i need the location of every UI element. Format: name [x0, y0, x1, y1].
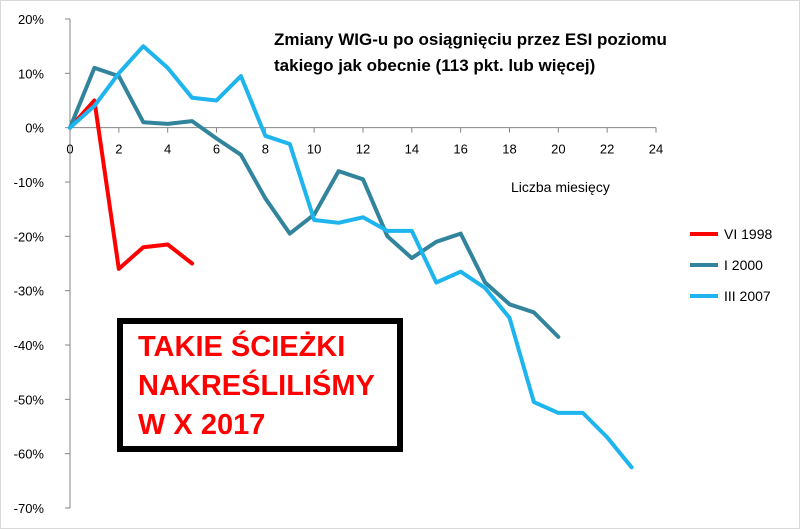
y-tick-label: 20% — [18, 12, 44, 27]
annotation-box — [117, 318, 403, 452]
y-tick-label: -40% — [14, 338, 45, 353]
legend-label: I 2000 — [724, 257, 763, 273]
series-line-1 — [68, 98, 195, 271]
x-tick-label: 0 — [66, 142, 73, 157]
series-line-3 — [68, 44, 634, 470]
legend: VI 1998 I 2000 III 2007 — [690, 226, 772, 304]
x-tick-label: 6 — [213, 142, 220, 157]
x-tick-label: 4 — [164, 142, 171, 157]
chart-title-line-2: takiego jak obecnie (113 pkt. lub więcej… — [274, 56, 595, 75]
x-axis-title: Liczba miesięcy — [511, 179, 610, 195]
legend-label: VI 1998 — [724, 226, 772, 242]
chart-title-line-1: Zmiany WIG-u po osiągnięciu przez ESI po… — [274, 30, 667, 49]
y-tick-label: -70% — [14, 501, 45, 516]
x-tick-label: 12 — [356, 142, 370, 157]
x-tick-label: 16 — [453, 142, 467, 157]
y-tick-label: 10% — [18, 66, 44, 81]
annotation-line-3: W X 2017 — [138, 409, 266, 441]
y-tick-label: 0% — [25, 121, 44, 136]
x-tick-label: 22 — [600, 142, 614, 157]
annotation-line-1: TAKIE ŚCIEŻKI — [138, 331, 346, 363]
y-tick-label: -30% — [14, 284, 45, 299]
x-tick-label: 8 — [262, 142, 269, 157]
y-tick-label: -10% — [14, 175, 45, 190]
x-tick-label: 20 — [551, 142, 565, 157]
x-tick-label: 18 — [502, 142, 516, 157]
annotation-line-2: NAKREŚLILIŚMY — [138, 370, 375, 402]
x-tick-label: 2 — [115, 142, 122, 157]
x-tick-label: 14 — [405, 142, 419, 157]
x-tick-label: 24 — [649, 142, 663, 157]
y-tick-label: -60% — [14, 447, 45, 462]
y-tick-label: -50% — [14, 392, 45, 407]
x-tick-label: 10 — [307, 142, 321, 157]
legend-label: III 2007 — [724, 288, 771, 304]
y-tick-label: -20% — [14, 229, 45, 244]
